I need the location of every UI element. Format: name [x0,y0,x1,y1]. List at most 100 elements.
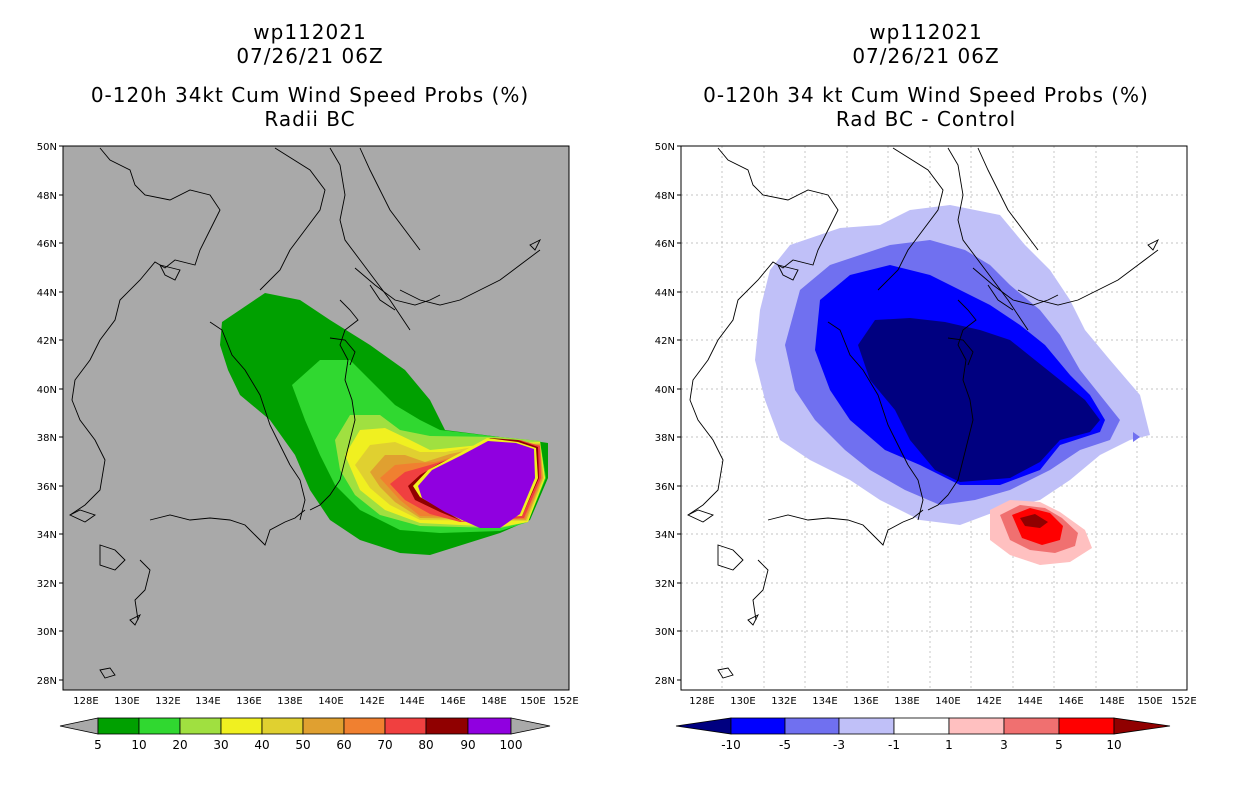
left-colorbar-swatch [97,717,140,735]
left-lon-label: 148E [481,696,506,707]
right-lat-label: 46N [655,239,675,250]
right-title-block: wp112021 07/26/21 06Z 0-120h 34 kt Cum W… [676,20,1176,131]
right-colorbar-upper-arrow [1113,717,1171,735]
right-difference-field [755,205,1150,565]
right-colorbar-swatch [893,717,950,735]
tick-marks [59,145,681,681]
left-lat-label: 40N [37,385,57,396]
left-colorbar-label: 5 [94,738,102,752]
right-colorbar-swatch [784,717,840,735]
right-storm-id: wp112021 [869,20,983,44]
left-lat-label: 50N [37,142,57,153]
left-colorbar-swatch [302,717,345,735]
left-colorbar-lower-arrow [59,717,99,735]
left-colorbar-label: 80 [418,738,433,752]
right-lon-label: 136E [853,696,878,707]
right-contour-neg10 [858,318,1100,482]
right-lat-label: 32N [655,579,675,590]
left-colorbar-labels: 5 10 20 30 40 50 60 70 80 90 100 [94,738,522,752]
right-lat-label: 34N [655,530,675,541]
right-lon-label: 144E [1017,696,1042,707]
right-date: 07/26/21 06Z [852,44,1000,68]
left-probability-field [220,293,548,555]
left-lat-label: 34N [37,530,57,541]
left-lat-label: 36N [37,482,57,493]
left-colorbar [59,717,551,735]
left-lon-labels: 128E 130E 132E 134E 136E 138E 140E 142E … [73,696,578,707]
left-lon-label: 130E [114,696,139,707]
left-storm-id: wp112021 [253,20,367,44]
right-colorbar-swatch [948,717,1005,735]
right-colorbar [675,717,1171,735]
left-colorbar-swatch [138,717,181,735]
right-lon-label: 140E [935,696,960,707]
left-lat-label: 32N [37,579,57,590]
left-lon-label: 150E [520,696,545,707]
left-lon-label: 144E [399,696,424,707]
right-lat-label: 28N [655,676,675,687]
left-lat-label: 28N [37,676,57,687]
right-lon-label: 148E [1099,696,1124,707]
left-colorbar-label: 40 [254,738,269,752]
right-colorbar-swatch [1003,717,1060,735]
right-lat-label: 30N [655,627,675,638]
left-lat-label: 44N [37,288,57,299]
right-lat-label: 40N [655,385,675,396]
right-colorbar-swatch [730,717,786,735]
left-lon-label: 140E [318,696,343,707]
right-colorbar-swatch [838,717,895,735]
left-lat-label: 38N [37,433,57,444]
left-lat-labels: 50N 48N 46N 44N 42N 40N 38N 36N 34N 32N … [37,142,57,687]
right-lat-label: 44N [655,288,675,299]
right-colorbar-label: 10 [1106,738,1121,752]
left-lon-label: 146E [440,696,465,707]
left-colorbar-label: 20 [172,738,187,752]
right-lon-label: 130E [730,696,755,707]
right-subtitle: Rad BC - Control [835,107,1017,131]
left-colorbar-label: 100 [500,738,523,752]
right-contour-neg10-spot [1133,432,1140,442]
right-colorbar-label: 5 [1055,738,1063,752]
left-colorbar-swatch [425,717,469,735]
right-colorbar-label: 3 [1000,738,1008,752]
right-lon-label: 142E [976,696,1001,707]
right-lon-label: 150E [1137,696,1162,707]
left-colorbar-swatch [343,717,386,735]
left-colorbar-label: 70 [377,738,392,752]
left-lon-label: 128E [73,696,98,707]
left-lon-label: 142E [359,696,384,707]
left-lat-label: 42N [37,336,57,347]
left-lat-label: 48N [37,191,57,202]
right-lon-label: 134E [812,696,837,707]
left-colorbar-swatch [261,717,304,735]
right-colorbar-label: -5 [779,738,791,752]
right-contour-pos10 [1020,514,1048,528]
left-colorbar-upper-arrow [510,717,551,735]
left-map [62,145,570,691]
right-product-title: 0-120h 34 kt Cum Wind Speed Probs (%) [703,83,1149,107]
left-lat-label: 30N [37,627,57,638]
left-subtitle: Radii BC [264,107,356,131]
right-colorbar-label: -1 [888,738,900,752]
right-colorbar-labels: -10 -5 -3 -1 1 3 5 10 [721,738,1121,752]
right-lat-labels: 50N 48N 46N 44N 42N 40N 38N 36N 34N 32N … [655,142,675,687]
left-colorbar-swatch [384,717,427,735]
left-contour-100 [418,441,535,528]
right-colorbar-label: -3 [833,738,845,752]
right-colorbar-lower-arrow [675,717,732,735]
left-colorbar-label: 60 [336,738,351,752]
left-colorbar-label: 10 [131,738,146,752]
left-product-title: 0-120h 34kt Cum Wind Speed Probs (%) [90,83,530,107]
left-date: 07/26/21 06Z [236,44,384,68]
left-lon-label: 134E [195,696,220,707]
right-colorbar-swatch [1058,717,1115,735]
right-lat-label: 50N [655,142,675,153]
right-lon-label: 128E [689,696,714,707]
right-lon-label: 132E [771,696,796,707]
left-lon-label: 136E [236,696,261,707]
right-colorbar-label: 1 [945,738,953,752]
right-colorbar-label: -10 [721,738,741,752]
right-lon-label: 138E [894,696,919,707]
right-lon-label: 146E [1058,696,1083,707]
